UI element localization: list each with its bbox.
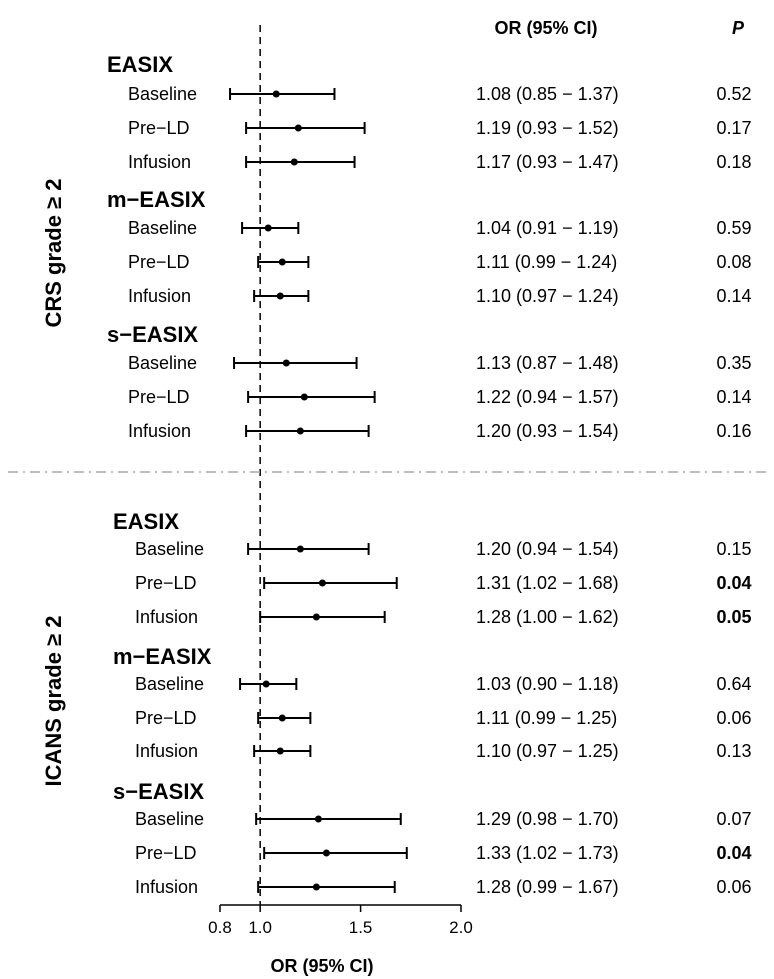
x-tick-label: 2.0 [449, 918, 473, 937]
plot-marks: CRS grade ≥ 2 EASIX Baseline 1.08 (0.85 − 1… [8, 25, 766, 937]
header-p: P [732, 18, 745, 38]
row-label: Baseline [135, 809, 204, 829]
group-label: EASIX [107, 52, 173, 77]
ci-value: 1.20 (0.94 − 1.54) [476, 539, 619, 559]
or-point [312, 883, 320, 891]
x-tick-label: 0.8 [208, 918, 232, 937]
ci-value: 1.04 (0.91 − 1.19) [476, 218, 619, 238]
p-value: 0.06 [716, 708, 751, 728]
row-label: Baseline [128, 218, 197, 238]
or-point [272, 90, 280, 98]
or-point [318, 579, 326, 587]
group-label: s−EASIX [107, 322, 198, 347]
p-value: 0.52 [716, 84, 751, 104]
or-point [296, 545, 304, 553]
group-label: s−EASIX [113, 779, 204, 804]
p-value: 0.15 [716, 539, 751, 559]
ci-value: 1.10 (0.97 − 1.24) [476, 286, 619, 306]
ci-value: 1.33 (1.02 − 1.73) [476, 843, 619, 863]
or-point [300, 393, 308, 401]
or-point [278, 258, 286, 266]
x-tick-label: 1.5 [349, 918, 373, 937]
ci-value: 1.10 (0.97 − 1.25) [476, 741, 619, 761]
or-point [294, 124, 302, 132]
ci-value: 1.13 (0.87 − 1.48) [476, 353, 619, 373]
p-value: 0.04 [716, 573, 751, 593]
or-point [322, 849, 330, 857]
ci-value: 1.28 (0.99 − 1.67) [476, 877, 619, 897]
row-label: Pre−LD [135, 843, 197, 863]
p-value: 0.16 [716, 421, 751, 441]
p-value: 0.07 [716, 809, 751, 829]
row-label: Pre−LD [128, 252, 190, 272]
p-value: 0.17 [716, 118, 751, 138]
ci-value: 1.20 (0.93 − 1.54) [476, 421, 619, 441]
x-axis-label: OR (95% CI) [270, 956, 373, 976]
p-value: 0.59 [716, 218, 751, 238]
or-point [314, 815, 322, 823]
section-title: CRS grade ≥ 2 [41, 178, 66, 327]
row-label: Baseline [128, 84, 197, 104]
ci-value: 1.29 (0.98 − 1.70) [476, 809, 619, 829]
p-value: 0.64 [716, 674, 751, 694]
row-label: Baseline [128, 353, 197, 373]
p-value: 0.08 [716, 252, 751, 272]
ci-value: 1.31 (1.02 − 1.68) [476, 573, 619, 593]
p-value: 0.06 [716, 877, 751, 897]
p-value: 0.04 [716, 843, 751, 863]
row-label: Pre−LD [128, 118, 190, 138]
ci-value: 1.19 (0.93 − 1.52) [476, 118, 619, 138]
p-value: 0.05 [716, 607, 751, 627]
ci-value: 1.03 (0.90 − 1.18) [476, 674, 619, 694]
p-value: 0.35 [716, 353, 751, 373]
ci-value: 1.08 (0.85 − 1.37) [476, 84, 619, 104]
row-label: Infusion [135, 877, 198, 897]
or-point [296, 427, 304, 435]
row-label: Pre−LD [135, 708, 197, 728]
row-label: Baseline [135, 539, 204, 559]
ci-value: 1.11 (0.99 − 1.25) [476, 708, 617, 728]
row-label: Infusion [128, 286, 191, 306]
section-title: ICANS grade ≥ 2 [41, 615, 66, 786]
row-label: Infusion [135, 607, 198, 627]
group-label: m−EASIX [113, 644, 212, 669]
row-label: Infusion [128, 421, 191, 441]
or-point [276, 747, 284, 755]
p-value: 0.13 [716, 741, 751, 761]
or-point [262, 680, 270, 688]
ci-value: 1.28 (1.00 − 1.62) [476, 607, 619, 627]
ci-value: 1.22 (0.94 − 1.57) [476, 387, 619, 407]
p-value: 0.18 [716, 152, 751, 172]
row-label: Pre−LD [128, 387, 190, 407]
or-point [276, 292, 284, 300]
or-point [312, 613, 320, 621]
ci-value: 1.11 (0.99 − 1.24) [476, 252, 617, 272]
group-label: m−EASIX [107, 187, 206, 212]
x-tick-label: 1.0 [248, 918, 272, 937]
p-value: 0.14 [716, 387, 751, 407]
group-label: EASIX [113, 509, 179, 534]
row-label: Infusion [128, 152, 191, 172]
header-ci: OR (95% CI) [494, 18, 597, 38]
ci-value: 1.17 (0.93 − 1.47) [476, 152, 619, 172]
p-value: 0.14 [716, 286, 751, 306]
or-point [282, 359, 290, 367]
row-label: Infusion [135, 741, 198, 761]
or-point [264, 224, 272, 232]
row-label: Pre−LD [135, 573, 197, 593]
or-point [290, 158, 298, 166]
or-point [278, 714, 286, 722]
row-label: Baseline [135, 674, 204, 694]
